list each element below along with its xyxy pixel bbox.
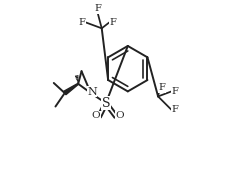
Text: F: F — [172, 87, 179, 96]
Text: F: F — [110, 18, 116, 27]
Text: F: F — [79, 18, 86, 27]
Text: F: F — [94, 4, 101, 13]
Text: O: O — [92, 111, 101, 120]
Text: F: F — [172, 105, 179, 114]
Text: N: N — [87, 87, 97, 97]
Text: O: O — [115, 111, 124, 120]
Text: S: S — [102, 97, 110, 110]
Text: F: F — [159, 83, 166, 92]
Polygon shape — [64, 83, 79, 95]
